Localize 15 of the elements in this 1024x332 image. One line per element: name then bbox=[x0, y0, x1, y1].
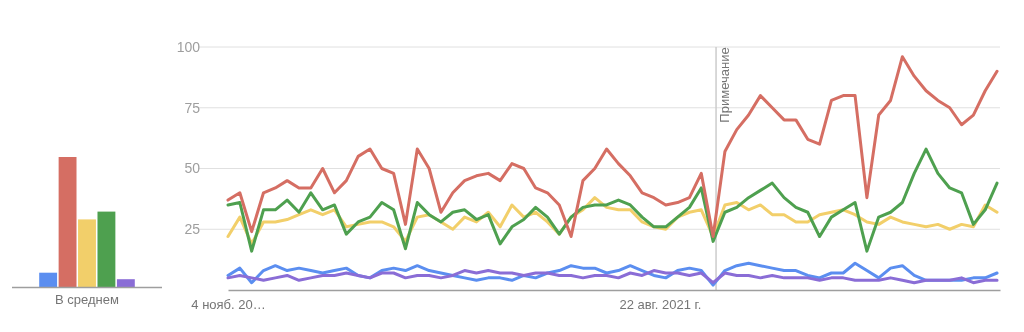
bar bbox=[78, 219, 96, 287]
x-tick-label: В среднем bbox=[55, 291, 120, 307]
y-tick-label: 75 bbox=[184, 99, 201, 116]
bar bbox=[97, 211, 116, 287]
bar bbox=[39, 272, 58, 287]
x-tick-label: 4 нояб. 20… bbox=[191, 296, 266, 312]
y-tick-label: 25 bbox=[184, 221, 201, 238]
ref-line-label: Примечание bbox=[717, 47, 733, 123]
y-tick-label: 100 bbox=[176, 38, 201, 55]
y-tick-label: 50 bbox=[184, 160, 201, 177]
line-series bbox=[226, 147, 999, 253]
x-tick-label: 22 авг. 2021 г. bbox=[619, 296, 702, 312]
line-series bbox=[226, 269, 999, 285]
bar bbox=[116, 279, 135, 287]
bar bbox=[58, 157, 77, 287]
